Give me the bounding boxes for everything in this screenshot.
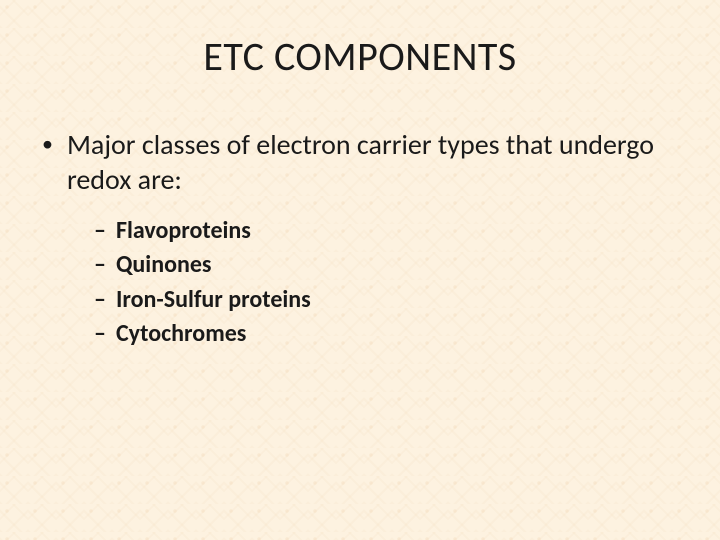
slide-title: ETC COMPONENTS	[36, 32, 684, 81]
sub-bullet-item: – Quinones	[94, 249, 684, 281]
bullet-text: Major classes of electron carrier types …	[67, 127, 684, 197]
sub-bullet-text: Quinones	[116, 249, 212, 281]
sub-bullet-text: Flavoproteins	[116, 215, 251, 247]
bullet-marker-icon: •	[42, 127, 53, 160]
dash-marker-icon: –	[94, 318, 106, 350]
dash-marker-icon: –	[94, 249, 106, 281]
slide: ETC COMPONENTS • Major classes of electr…	[0, 0, 720, 540]
dash-marker-icon: –	[94, 215, 106, 247]
bullet-item: • Major classes of electron carrier type…	[36, 127, 684, 197]
sub-bullet-item: – Cytochromes	[94, 318, 684, 350]
sub-bullet-item: – Flavoproteins	[94, 215, 684, 247]
sub-bullet-text: Cytochromes	[116, 318, 246, 350]
sub-bullet-text: Iron-Sulfur proteins	[116, 284, 311, 316]
dash-marker-icon: –	[94, 284, 106, 316]
sub-bullet-item: – Iron-Sulfur proteins	[94, 284, 684, 316]
sub-bullet-list: – Flavoproteins – Quinones – Iron-Sulfur…	[36, 215, 684, 351]
